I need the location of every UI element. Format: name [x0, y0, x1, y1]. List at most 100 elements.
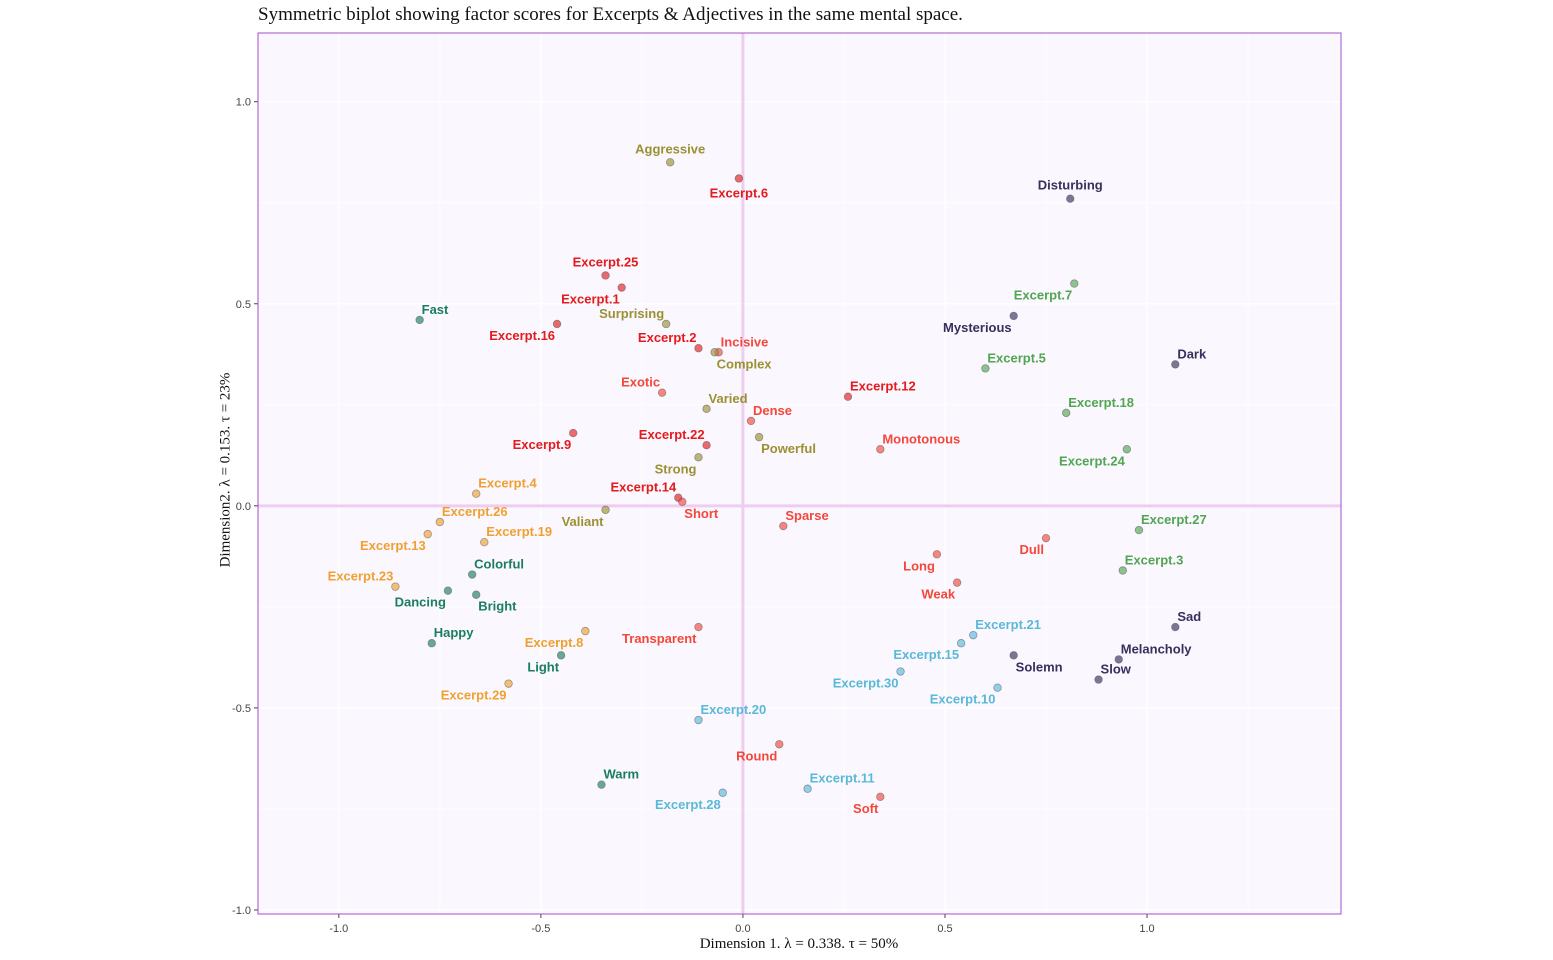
point-marker: [678, 497, 687, 506]
point-marker: [665, 158, 675, 167]
point-marker: [1171, 360, 1180, 369]
point-marker: [779, 521, 788, 531]
point-marker: [415, 315, 424, 325]
point-marker: [1094, 675, 1103, 684]
data-point: Transparent: [622, 622, 703, 646]
point-marker: [876, 792, 885, 802]
data-point: Varied: [702, 391, 748, 414]
data-point: Long: [903, 550, 942, 573]
data-point: Excerpt.7: [1014, 279, 1079, 303]
point-marker: [956, 639, 966, 648]
point-marker: [1070, 279, 1079, 288]
point-label: Long: [903, 558, 935, 573]
y-tick-label: 1.0: [236, 97, 251, 109]
point-label: Excerpt.1: [561, 292, 620, 307]
point-marker: [657, 388, 667, 397]
point-label: Excerpt.12: [850, 379, 916, 394]
point-label: Round: [736, 748, 777, 763]
point-label: Melancholy: [1121, 641, 1193, 656]
data-point: Excerpt.22: [639, 427, 711, 450]
data-point: Excerpt.27: [1134, 512, 1207, 535]
point-label: Slow: [1101, 662, 1132, 677]
point-label: Varied: [709, 391, 748, 406]
data-point: Monotonous: [876, 431, 960, 454]
point-label: Disturbing: [1038, 178, 1103, 193]
point-label: Exotic: [621, 375, 660, 390]
point-marker: [694, 622, 703, 632]
point-label: Excerpt.29: [441, 688, 507, 703]
data-point: Excerpt.24: [1059, 445, 1132, 468]
data-point: Excerpt.12: [843, 379, 916, 401]
point-label: Soft: [853, 801, 879, 816]
x-tick-label: -0.5: [531, 923, 550, 935]
y-tick-label: 0.5: [236, 299, 251, 311]
point-marker: [718, 788, 727, 797]
point-label: Excerpt.11: [810, 771, 875, 786]
point-marker: [702, 441, 711, 450]
point-marker: [467, 570, 477, 579]
data-point: Excerpt.4: [472, 476, 538, 498]
data-point: Excerpt.25: [573, 254, 638, 280]
point-label: Aggressive: [635, 141, 705, 156]
data-point: Complex: [710, 348, 772, 371]
point-marker: [1062, 408, 1071, 418]
y-tick-label: 0.0: [236, 501, 251, 513]
point-label: Excerpt.24: [1059, 453, 1126, 468]
point-marker: [952, 578, 962, 587]
point-marker: [480, 538, 489, 547]
chart-title: Symmetric biplot showing factor scores f…: [258, 4, 963, 25]
point-marker: [746, 416, 756, 426]
data-point: Aggressive: [635, 141, 705, 167]
point-marker: [617, 283, 626, 292]
point-label: Colorful: [474, 557, 524, 572]
point-label: Excerpt.30: [833, 676, 899, 691]
y-tick-label: -0.5: [232, 703, 251, 715]
point-label: Powerful: [761, 441, 816, 456]
point-label: Short: [684, 506, 719, 521]
point-label: Warm: [603, 767, 639, 782]
data-point: Excerpt.16: [489, 319, 562, 343]
x-tick-label: -1.0: [329, 923, 348, 935]
plot-border: [257, 32, 1342, 915]
point-label: Dark: [1177, 346, 1207, 361]
data-point: Excerpt.6: [710, 174, 768, 200]
point-marker: [1134, 525, 1144, 535]
point-label: Sparse: [785, 508, 828, 523]
point-marker: [435, 517, 445, 527]
point-marker: [1171, 622, 1180, 632]
point-label: Excerpt.18: [1068, 395, 1134, 410]
point-label: Excerpt.23: [328, 569, 394, 584]
x-axis-title: Dimension 1. λ = 0.338. τ = 50%: [699, 936, 899, 952]
y-tick-label: -1.0: [232, 905, 251, 917]
data-point: Round: [736, 740, 784, 763]
origin-axes: [258, 33, 1341, 914]
point-marker: [896, 667, 905, 676]
point-label: Excerpt.14: [611, 480, 678, 495]
data-point: Excerpt.9: [513, 428, 578, 452]
point-label: Bright: [478, 599, 517, 614]
point-label: Excerpt.10: [930, 692, 996, 707]
data-point: Dancing: [395, 586, 453, 610]
point-marker: [661, 319, 671, 329]
point-marker: [597, 780, 606, 789]
point-label: Excerpt.26: [442, 504, 508, 519]
data-point: Colorful: [467, 557, 524, 579]
data-point: Excerpt.18: [1062, 395, 1134, 418]
point-label: Surprising: [599, 306, 664, 321]
data-point: Disturbing: [1038, 178, 1103, 203]
point-marker: [876, 445, 885, 454]
y-axis-title: Dimension2. λ = 0.153. τ = 23%: [217, 372, 234, 568]
data-point: Sad: [1171, 609, 1201, 632]
plot-panel: [258, 33, 1341, 914]
point-label: Solemn: [1016, 659, 1063, 674]
data-point: Melancholy: [1114, 641, 1193, 664]
data-point: Excerpt.23: [328, 569, 400, 591]
data-point: Exotic: [621, 375, 667, 397]
point-marker: [581, 626, 590, 636]
data-point: Valiant: [562, 505, 610, 529]
point-label: Excerpt.20: [700, 702, 766, 717]
data-point: Excerpt.1: [561, 283, 626, 307]
point-marker: [694, 344, 703, 353]
data-point: Dark: [1171, 346, 1207, 369]
